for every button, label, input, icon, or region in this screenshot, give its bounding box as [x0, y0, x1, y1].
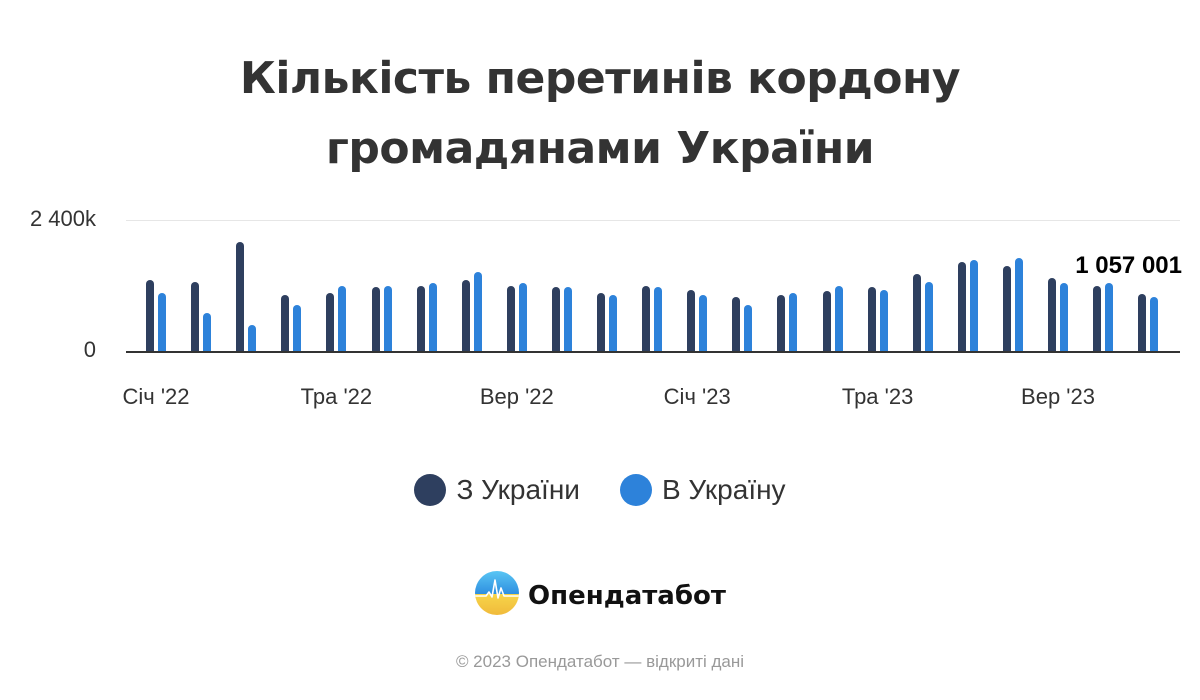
bar-from-ukraine[interactable] [281, 295, 290, 352]
bar-to-ukraine[interactable] [789, 293, 798, 352]
bar-from-ukraine[interactable] [1093, 286, 1102, 352]
legend-label-from-ukraine: З України [456, 474, 580, 505]
bar-to-ukraine[interactable] [744, 305, 753, 352]
last-value-annotation: 1 057 001 [1075, 252, 1182, 279]
bar-to-ukraine[interactable] [654, 287, 663, 352]
bar-to-ukraine[interactable] [609, 295, 617, 352]
bar-from-ukraine[interactable] [867, 287, 876, 352]
bar-from-ukraine[interactable] [371, 287, 380, 352]
copyright-footer: © 2023 Опендатабот — відкриті дані [455, 652, 745, 671]
y-tick-zero: 0 [83, 337, 96, 362]
bar-from-ukraine[interactable] [416, 286, 425, 352]
gridline-max [126, 220, 1180, 221]
bar-to-ukraine[interactable] [879, 290, 888, 352]
bar-to-ukraine[interactable] [563, 287, 572, 352]
bar-to-ukraine[interactable] [203, 313, 212, 352]
bar-from-ukraine[interactable] [461, 280, 470, 352]
bar-from-ukraine[interactable] [191, 282, 200, 352]
bar-to-ukraine[interactable] [1060, 283, 1068, 352]
legend-marker-from-ukraine-icon [414, 474, 447, 506]
bar-to-ukraine[interactable] [1014, 258, 1023, 352]
chart-title-line-1: Кількість перетинів кордону [239, 53, 961, 104]
bar-from-ukraine[interactable] [687, 290, 696, 352]
bar-from-ukraine[interactable] [957, 262, 966, 352]
legend-item-to-ukraine[interactable]: В Україну [619, 474, 786, 506]
bar-from-ukraine[interactable] [1048, 278, 1056, 352]
x-tick-label: Тра '23 [841, 384, 914, 409]
bar-to-ukraine[interactable] [158, 293, 166, 352]
bar-to-ukraine[interactable] [1105, 283, 1114, 352]
x-tick-label: Вер '22 [479, 384, 554, 409]
bar-to-ukraine[interactable] [383, 286, 392, 352]
x-tick-label: Січ '22 [122, 384, 190, 409]
bar-from-ukraine[interactable] [777, 295, 786, 352]
bar-to-ukraine[interactable] [1150, 297, 1159, 352]
bar-from-ukraine[interactable] [506, 286, 515, 352]
chart-title: Кількість перетинів кордону громадянами … [0, 44, 1200, 184]
bar-from-ukraine[interactable] [1138, 294, 1147, 352]
legend: З України В Україну [0, 474, 1200, 506]
x-tick-label: Тра '22 [300, 384, 373, 409]
bar-from-ukraine[interactable] [642, 286, 651, 352]
bar-to-ukraine[interactable] [834, 286, 843, 352]
chart-title-line-2: громадянами України [325, 123, 875, 174]
bar-to-ukraine[interactable] [428, 283, 437, 352]
bar-to-ukraine[interactable] [293, 305, 302, 352]
brand-logo: Опендатабот [0, 570, 1200, 621]
bar-from-ukraine[interactable] [822, 291, 831, 352]
bar-to-ukraine[interactable] [518, 283, 527, 352]
bar-to-ukraine[interactable] [473, 272, 482, 352]
x-axis-line [126, 351, 1180, 353]
bar-from-ukraine[interactable] [551, 287, 560, 352]
opendatabot-pulse-logo-icon [474, 570, 520, 621]
bar-to-ukraine[interactable] [248, 325, 257, 352]
legend-item-from-ukraine[interactable]: З України [414, 474, 580, 506]
bar-from-ukraine[interactable] [326, 293, 335, 352]
legend-label-to-ukraine: В Україну [661, 474, 786, 505]
x-tick-label: Січ '23 [663, 384, 731, 409]
bar-to-ukraine[interactable] [699, 295, 708, 352]
legend-marker-to-ukraine-icon [619, 474, 652, 506]
bar-to-ukraine[interactable] [924, 282, 933, 352]
brand-name: Опендатабот [528, 580, 726, 611]
bar-from-ukraine[interactable] [1002, 266, 1011, 352]
x-tick-label: Вер '23 [1021, 384, 1095, 409]
bar-from-ukraine[interactable] [146, 280, 154, 352]
bar-from-ukraine[interactable] [236, 242, 245, 352]
bar-from-ukraine[interactable] [597, 293, 605, 352]
y-tick-max: 2 400k [29, 206, 96, 231]
bar-from-ukraine[interactable] [732, 297, 741, 352]
bar-from-ukraine[interactable] [912, 274, 921, 352]
bar-to-ukraine[interactable] [969, 260, 978, 352]
bar-to-ukraine[interactable] [338, 286, 347, 352]
